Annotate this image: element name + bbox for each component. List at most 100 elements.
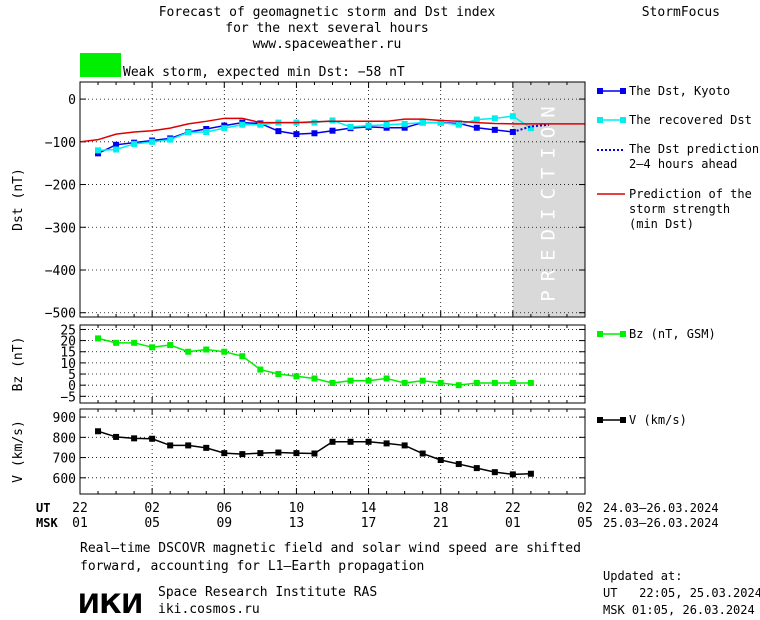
prediction-band <box>512 82 585 317</box>
data-point-v-km-s <box>113 433 120 440</box>
legend-strength-label-1: Prediction of the <box>629 187 752 201</box>
data-point-v-km-s <box>275 449 282 456</box>
data-point-v-km-s <box>383 440 390 447</box>
legend-v: V (km/s) <box>597 413 687 427</box>
data-point-the-recovered-dst <box>401 120 408 127</box>
data-point-the-dst-kyoto <box>491 126 498 133</box>
dst-ytick-label: −400 <box>45 264 76 279</box>
data-point-v-km-s <box>365 438 372 445</box>
msk-tick-label: 21 <box>433 516 449 531</box>
ut-tick-label: 02 <box>577 501 593 516</box>
data-point-bz-nt-gsm <box>149 344 156 351</box>
data-point-bz-nt-gsm <box>419 377 426 384</box>
data-point-the-recovered-dst <box>167 136 174 143</box>
dst-ytick-label: −200 <box>45 179 76 194</box>
data-point-the-recovered-dst <box>437 119 444 126</box>
legend-kyoto-marker-left <box>597 88 603 94</box>
data-point-bz-nt-gsm <box>275 371 282 378</box>
v-ytick-label: 800 <box>53 431 76 446</box>
data-point-the-recovered-dst <box>329 117 336 124</box>
legend-dst: The Dst, Kyoto The recovered Dst The Dst… <box>597 84 759 231</box>
msk-tick-label: 09 <box>216 516 232 531</box>
institute-name: Space Research Institute RAS <box>158 585 377 600</box>
data-point-bz-nt-gsm <box>131 339 138 346</box>
dst-frame <box>79 81 586 318</box>
data-point-v-km-s <box>455 461 462 468</box>
footer-note-line-2: forward, accounting for L1–Earth propaga… <box>80 559 424 574</box>
data-point-the-recovered-dst <box>149 138 156 145</box>
msk-tick-label: 01 <box>505 516 521 531</box>
data-point-the-dst-kyoto <box>401 124 408 131</box>
data-point-bz-nt-gsm <box>383 375 390 382</box>
storm-level-swatch <box>80 53 121 77</box>
bz-ytick-label: 5 <box>68 368 76 383</box>
ut-tick-label: 10 <box>289 501 305 516</box>
bz-ylabel: Bz (nT) <box>11 337 26 392</box>
data-point-v-km-s <box>509 471 516 478</box>
data-point-the-dst-kyoto <box>293 131 300 138</box>
dst-ytick-label: 0 <box>68 93 76 108</box>
bz-ytick-label: 20 <box>60 335 76 350</box>
data-point-v-km-s <box>437 457 444 463</box>
v-plot-area <box>80 409 585 494</box>
data-point-v-km-s <box>293 450 300 457</box>
v-ytick-label: 900 <box>53 411 76 426</box>
data-point-v-km-s <box>527 470 534 477</box>
bz-frame <box>79 324 586 404</box>
ut-date-range: 24.03–26.03.2024 <box>603 501 719 515</box>
msk-tick-label: 05 <box>144 516 160 531</box>
data-point-the-recovered-dst <box>131 140 138 147</box>
data-point-v-km-s <box>311 450 318 457</box>
bz-ytick-label: −5 <box>60 390 76 405</box>
data-point-the-recovered-dst <box>257 121 264 128</box>
data-point-the-recovered-dst <box>473 116 480 123</box>
legend-recovered-marker-right <box>620 117 626 123</box>
data-point-the-recovered-dst <box>185 129 192 136</box>
data-point-the-recovered-dst <box>347 123 354 130</box>
dst-ytick-label: −300 <box>45 221 76 236</box>
prediction-band-label: PREDICTION <box>537 97 559 301</box>
data-point-bz-nt-gsm <box>293 373 300 380</box>
data-point-the-recovered-dst <box>455 121 462 128</box>
data-point-the-recovered-dst <box>95 147 102 154</box>
data-point-v-km-s <box>491 469 498 476</box>
data-point-bz-nt-gsm <box>347 377 354 384</box>
institute-site[interactable]: iki.cosmos.ru <box>158 602 260 617</box>
data-point-bz-nt-gsm <box>185 348 192 355</box>
updated-label: Updated at: <box>603 569 682 583</box>
data-point-the-recovered-dst <box>419 119 426 126</box>
data-point-v-km-s <box>221 450 228 457</box>
updated-msk: MSK 01:05, 26.03.2024 <box>603 603 755 617</box>
data-point-v-km-s <box>149 435 156 442</box>
data-point-bz-nt-gsm <box>491 379 498 386</box>
ut-tick-label: 02 <box>144 501 160 516</box>
data-point-the-recovered-dst <box>491 115 498 122</box>
legend-strength-label-3: (min Dst) <box>629 217 694 231</box>
msk-date-range: 25.03–26.03.2024 <box>603 516 719 530</box>
legend-v-label: V (km/s) <box>629 413 687 427</box>
ut-tick-label: 06 <box>216 501 232 516</box>
footer-note-line-1: Real–time DSCOVR magnetic field and sola… <box>80 541 581 556</box>
legend-recovered-label: The recovered Dst <box>629 113 752 127</box>
data-point-bz-nt-gsm <box>365 377 372 384</box>
data-point-bz-nt-gsm <box>239 353 246 360</box>
data-point-v-km-s <box>203 444 210 451</box>
updated-ut: UT 22:05, 25.03.2024 <box>603 586 760 600</box>
data-point-the-dst-kyoto <box>275 128 282 135</box>
data-point-v-km-s <box>419 450 426 457</box>
data-point-v-km-s <box>185 442 192 449</box>
v-ylabel: V (km/s) <box>11 420 26 483</box>
msk-axis-label: MSK <box>36 516 58 530</box>
dst-ylabel: Dst (nT) <box>11 168 26 231</box>
data-point-bz-nt-gsm <box>203 346 210 353</box>
data-point-bz-nt-gsm <box>455 382 462 389</box>
data-point-the-recovered-dst <box>239 121 246 128</box>
data-point-v-km-s <box>401 442 408 449</box>
series-line-prediction-of-the-storm-strength-min-dst <box>79 117 585 143</box>
data-point-v-km-s <box>473 465 480 472</box>
msk-tick-label: 01 <box>72 516 88 531</box>
chart-title-url[interactable]: www.spaceweather.ru <box>253 37 402 52</box>
